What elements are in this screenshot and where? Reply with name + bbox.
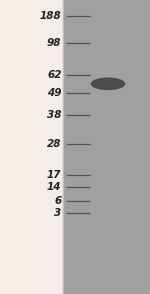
- Text: 49: 49: [47, 88, 62, 98]
- Text: 17: 17: [47, 170, 62, 180]
- Text: 62: 62: [47, 70, 62, 80]
- Ellipse shape: [92, 78, 124, 89]
- Text: 98: 98: [47, 38, 62, 48]
- Text: 38: 38: [47, 110, 62, 120]
- Text: 188: 188: [40, 11, 61, 21]
- Bar: [63, 0, 150, 294]
- Text: 6: 6: [54, 196, 61, 206]
- Text: 14: 14: [47, 182, 62, 192]
- Text: 28: 28: [47, 139, 62, 149]
- Text: 3: 3: [54, 208, 61, 218]
- Bar: [0, 0, 63, 294]
